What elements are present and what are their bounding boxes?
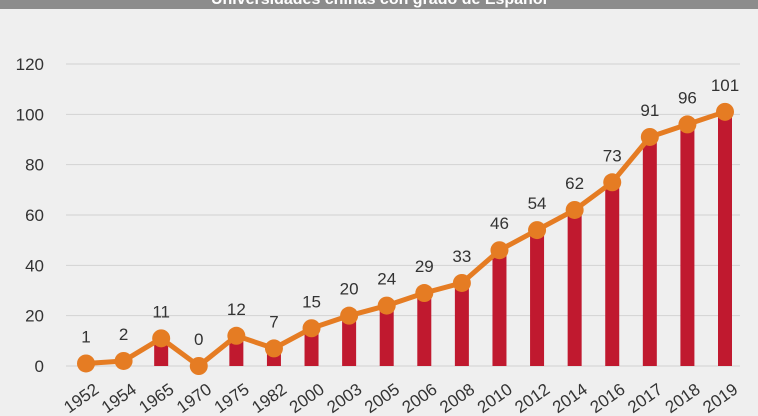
- data-label-2012: 54: [528, 194, 547, 213]
- data-label-2016: 73: [603, 146, 622, 165]
- point-1970: [189, 357, 208, 375]
- x-tick-label: 2014: [549, 380, 591, 416]
- x-tick-label: 2010: [474, 380, 516, 416]
- point-2006: [415, 284, 434, 303]
- series-line: [85, 109, 726, 369]
- x-tick-label: 2006: [399, 380, 441, 416]
- point-1965: [152, 329, 171, 348]
- data-label-2008: 33: [452, 247, 471, 266]
- x-tick-label: 1952: [60, 380, 102, 416]
- x-tick-label: 2008: [436, 380, 478, 416]
- bar-2017: [642, 136, 657, 366]
- point-1982: [264, 339, 283, 358]
- x-tick-label: 1982: [248, 380, 290, 416]
- data-label-2019: 101: [711, 76, 739, 95]
- data-label-1970: 0: [194, 330, 203, 349]
- point-2016: [603, 173, 622, 192]
- x-tick-label: 2016: [587, 380, 629, 416]
- point-2012: [528, 221, 547, 240]
- data-label-2018: 96: [678, 88, 697, 107]
- point-2018: [678, 115, 697, 134]
- data-label-1975: 12: [227, 300, 246, 319]
- data-label-2010: 46: [490, 214, 509, 233]
- bar-2016: [605, 182, 620, 366]
- point-1975: [227, 326, 246, 345]
- data-label-1952: 1: [81, 327, 90, 346]
- point-1952: [77, 354, 95, 373]
- data-label-1982: 7: [269, 312, 278, 331]
- data-label-1954: 2: [119, 325, 128, 344]
- y-tick-label: 120: [16, 55, 44, 74]
- point-2019: [716, 102, 734, 121]
- data-label-2017: 91: [640, 101, 659, 120]
- bar-2003: [342, 315, 357, 366]
- bar-2005: [379, 305, 394, 366]
- x-tick-label: 2012: [511, 380, 553, 416]
- bar-2006: [417, 293, 432, 366]
- y-tick-label: 40: [25, 256, 44, 275]
- x-tick-label: 2005: [361, 380, 403, 416]
- series-line-path: [85, 109, 726, 369]
- data-label-1965: 11: [152, 302, 170, 321]
- bar-2012: [530, 230, 545, 366]
- point-1954: [114, 351, 133, 370]
- data-label-2006: 29: [415, 257, 434, 276]
- point-2010: [490, 241, 509, 260]
- point-2014: [565, 200, 584, 219]
- point-2003: [340, 306, 359, 325]
- x-tick-label: 1970: [173, 380, 215, 416]
- point-2017: [640, 127, 659, 146]
- bar-2019: [718, 111, 732, 366]
- x-tick-label: 2017: [624, 380, 666, 416]
- y-tick-label: 100: [16, 105, 44, 124]
- y-tick-label: 60: [25, 206, 44, 225]
- y-tick-label: 20: [25, 307, 44, 326]
- x-tick-label: 2003: [324, 380, 366, 416]
- y-tick-label: 0: [35, 357, 44, 376]
- x-tick-label: 2018: [662, 380, 704, 416]
- chart-title: Universidades chinas con grado de Españo…: [0, 0, 758, 9]
- data-label-2000: 15: [302, 292, 321, 311]
- bar-2018: [680, 124, 695, 367]
- bar-2010: [492, 250, 507, 366]
- x-tick-label: 1975: [211, 380, 253, 416]
- y-axis: 0 20 40 60 80 100 120: [16, 55, 44, 376]
- x-tick-label: 1965: [136, 380, 178, 416]
- point-2000: [302, 319, 321, 338]
- x-tick-label: 1954: [98, 380, 140, 416]
- bar-2000: [304, 328, 319, 366]
- data-label-2003: 20: [340, 280, 359, 299]
- x-tick-label: 2000: [286, 380, 328, 416]
- data-label-2005: 24: [377, 270, 396, 289]
- data-label-2014: 62: [565, 174, 584, 193]
- y-tick-label: 80: [25, 156, 44, 175]
- bar-2008: [454, 282, 469, 366]
- x-axis: 1952195419651970197519822000200320052006…: [60, 380, 741, 416]
- point-2008: [452, 273, 471, 292]
- bar-2014: [567, 209, 582, 366]
- chart-title-bar: Universidades chinas con grado de Españo…: [0, 0, 758, 9]
- data-points: [77, 102, 734, 375]
- point-2005: [377, 296, 396, 315]
- bars: [154, 111, 732, 367]
- x-tick-label: 2019: [699, 380, 741, 416]
